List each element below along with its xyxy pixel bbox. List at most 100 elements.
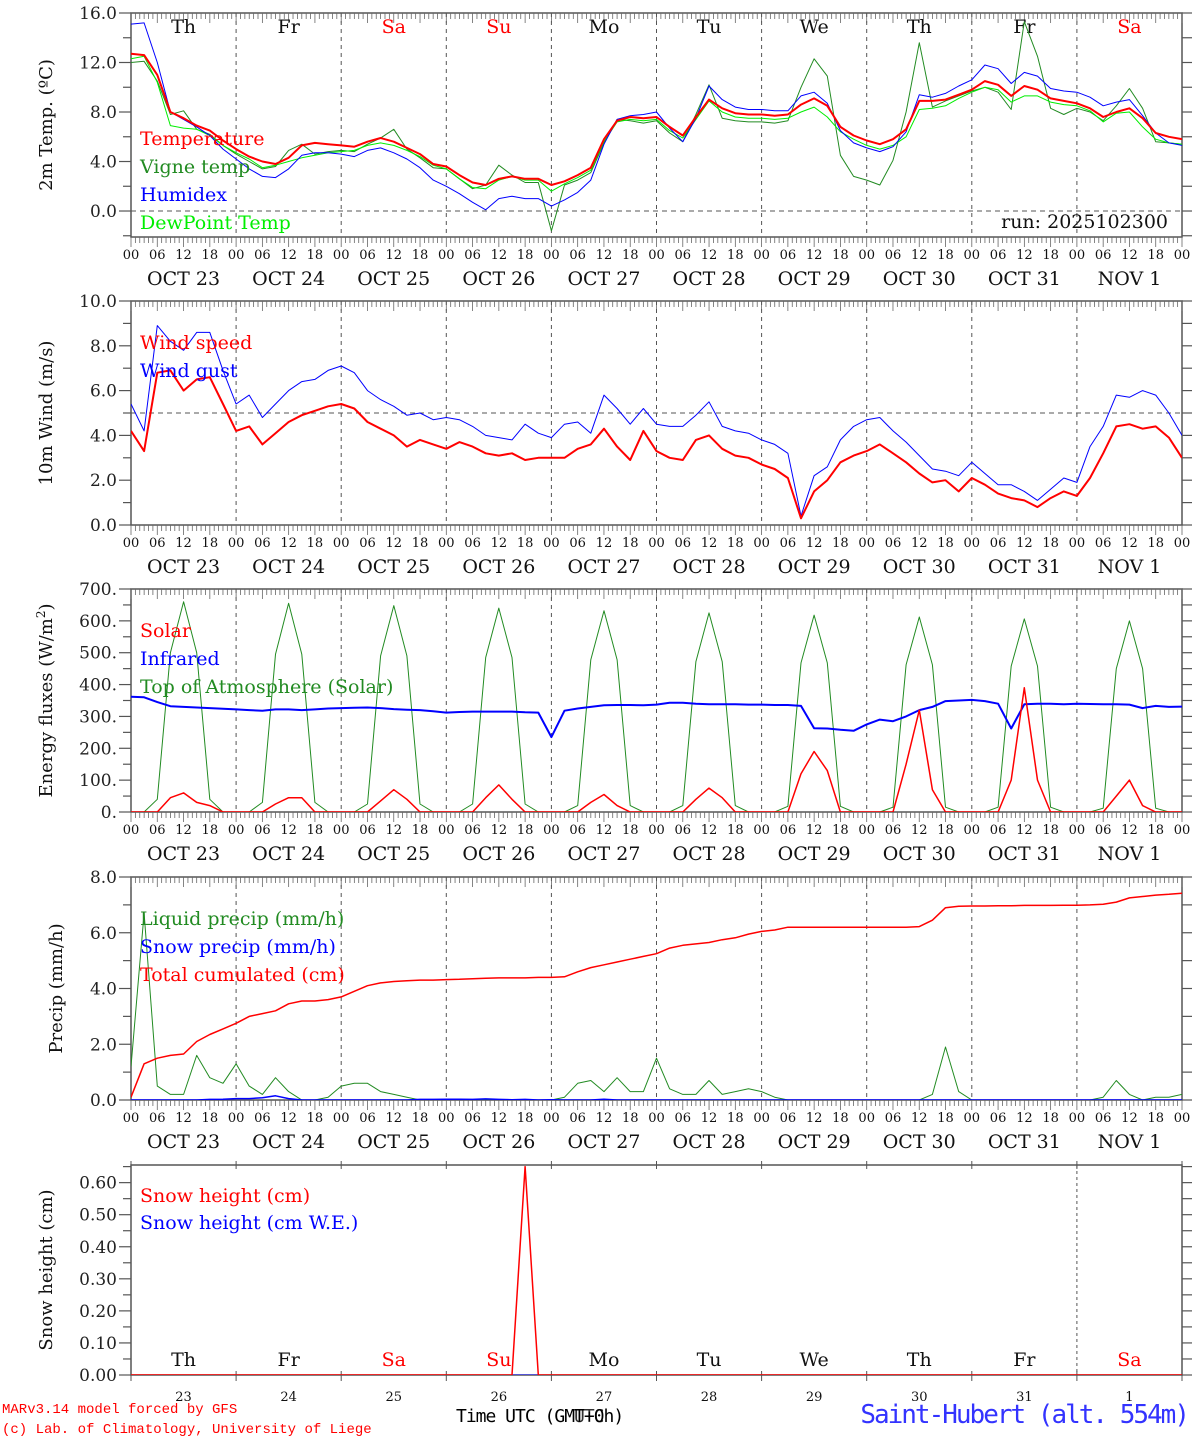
y-axis-label: 10m Wind (m/s) bbox=[36, 341, 57, 486]
y-tick-label: 4.0 bbox=[90, 980, 117, 1000]
hour-tick-label: 12 bbox=[911, 823, 928, 838]
series-line-temperature bbox=[131, 52, 1182, 186]
y-tick-label: 12.0 bbox=[79, 54, 117, 74]
hour-tick-label: 12 bbox=[280, 823, 297, 838]
hour-tick-label: 06 bbox=[359, 536, 376, 551]
hour-tick-label: 12 bbox=[1016, 1111, 1033, 1126]
hour-tick-label: 00 bbox=[1174, 248, 1191, 263]
y-tick-label: 0. bbox=[101, 803, 117, 823]
hour-tick-label: 18 bbox=[1042, 823, 1059, 838]
hour-tick-label: 12 bbox=[1121, 536, 1138, 551]
hour-tick-label: 00 bbox=[123, 248, 140, 263]
hour-tick-label: 18 bbox=[1042, 248, 1059, 263]
y-axis-label-sup: 2 bbox=[34, 610, 48, 618]
hour-tick-label: 00 bbox=[648, 823, 665, 838]
date-label: OCT 27 bbox=[567, 268, 640, 290]
time-axis-label: Time UTC (GMT+0h) UTC bbox=[456, 1406, 624, 1427]
hour-tick-label: 18 bbox=[622, 536, 639, 551]
panel-4: 0.0 2.0 4.0 6.0 8.0 Precip (mm/h) 00 06 12 18 OCT … bbox=[46, 868, 1192, 1153]
y-tick-label: 6.0 bbox=[90, 382, 117, 402]
hour-tick-label: 06 bbox=[780, 823, 797, 838]
hour-tick-label: 18 bbox=[517, 536, 534, 551]
hour-tick-label: 00 bbox=[1069, 823, 1086, 838]
hour-tick-label: 18 bbox=[202, 536, 219, 551]
hour-tick-label: 18 bbox=[412, 248, 429, 263]
hour-tick-label: 06 bbox=[569, 248, 586, 263]
y-tick-label: 0.0 bbox=[90, 516, 117, 536]
weekday-label: Su bbox=[486, 1349, 511, 1371]
weekday-label: We bbox=[800, 1349, 829, 1371]
y-axis-label: Snow height (cm) bbox=[36, 1189, 57, 1350]
hour-tick-label: 12 bbox=[911, 536, 928, 551]
hour-tick-label: 12 bbox=[596, 1111, 613, 1126]
hour-tick-label: 06 bbox=[254, 1111, 271, 1126]
hour-tick-label: 00 bbox=[333, 536, 350, 551]
hour-tick-label: 12 bbox=[911, 1111, 928, 1126]
hour-tick-label: 12 bbox=[491, 248, 508, 263]
series-line-wind-gust bbox=[131, 325, 1182, 517]
hour-tick-label: 12 bbox=[491, 536, 508, 551]
legend-entry: Snow precip (mm/h) bbox=[140, 936, 336, 958]
hour-tick-label: 06 bbox=[675, 1111, 692, 1126]
hour-tick-label: 12 bbox=[175, 248, 192, 263]
hour-tick-label: 06 bbox=[254, 248, 271, 263]
hour-tick-label: 00 bbox=[543, 536, 560, 551]
date-label: OCT 24 bbox=[252, 268, 325, 290]
y-tick-label: 2.0 bbox=[90, 1035, 117, 1055]
y-tick-label: 16.0 bbox=[79, 4, 117, 24]
date-label: OCT 23 bbox=[147, 268, 220, 290]
hour-tick-label: 00 bbox=[753, 1111, 770, 1126]
hour-tick-label: 12 bbox=[175, 823, 192, 838]
hour-tick-label: 00 bbox=[333, 1111, 350, 1126]
hour-tick-label: 18 bbox=[307, 536, 324, 551]
hour-tick-label: 18 bbox=[1147, 823, 1164, 838]
hour-tick-label: 12 bbox=[596, 536, 613, 551]
hour-tick-label: 18 bbox=[727, 823, 744, 838]
hour-tick-label: 00 bbox=[1069, 1111, 1086, 1126]
hour-tick-label: 12 bbox=[491, 1111, 508, 1126]
hour-tick-label: 18 bbox=[832, 823, 849, 838]
day-number-label: 28 bbox=[701, 1390, 718, 1405]
hour-tick-label: 00 bbox=[964, 536, 981, 551]
day-number-label: 27 bbox=[596, 1390, 613, 1405]
hour-tick-label: 06 bbox=[780, 536, 797, 551]
hour-tick-label: 06 bbox=[149, 248, 166, 263]
series-line-vigne-temp bbox=[131, 21, 1182, 232]
hour-tick-label: 12 bbox=[806, 536, 823, 551]
hour-tick-label: 18 bbox=[727, 536, 744, 551]
hour-tick-label: 06 bbox=[1095, 248, 1112, 263]
y-tick-label: 8.0 bbox=[90, 337, 117, 357]
date-label: OCT 31 bbox=[988, 556, 1061, 578]
hour-tick-label: 18 bbox=[1042, 1111, 1059, 1126]
legend-entry: DewPoint Temp bbox=[140, 212, 291, 234]
hour-tick-label: 18 bbox=[202, 1111, 219, 1126]
y-tick-label: 0.00 bbox=[79, 1366, 117, 1386]
hour-tick-label: 06 bbox=[359, 248, 376, 263]
y-tick-label: 700. bbox=[79, 580, 117, 600]
hour-tick-label: 12 bbox=[280, 536, 297, 551]
hour-tick-label: 00 bbox=[438, 823, 455, 838]
legend-entry: Vigne temp bbox=[139, 156, 250, 178]
date-label: OCT 28 bbox=[673, 556, 746, 578]
weekday-label: Mo bbox=[588, 1349, 619, 1371]
hour-tick-label: 18 bbox=[307, 248, 324, 263]
hour-tick-label: 18 bbox=[622, 248, 639, 263]
date-label: NOV 1 bbox=[1098, 843, 1162, 865]
hour-tick-label: 00 bbox=[228, 248, 245, 263]
hour-tick-label: 06 bbox=[254, 823, 271, 838]
date-label: OCT 25 bbox=[357, 268, 430, 290]
weekday-label: Su bbox=[486, 16, 511, 38]
hour-tick-label: 12 bbox=[280, 1111, 297, 1126]
hour-tick-label: 12 bbox=[175, 536, 192, 551]
lab-credit: (c) Lab. of Climatology, University of L… bbox=[2, 1422, 372, 1438]
day-number-label: 23 bbox=[175, 1390, 192, 1405]
y-axis-label-main: Energy fluxes (W/m bbox=[36, 618, 57, 797]
date-label: OCT 29 bbox=[778, 1131, 851, 1153]
hour-tick-label: 06 bbox=[885, 1111, 902, 1126]
hour-tick-label: 06 bbox=[990, 536, 1007, 551]
weekday-label: Fr bbox=[278, 1349, 301, 1371]
series-line-wind-speed bbox=[131, 369, 1182, 520]
weekday-label: Fr bbox=[278, 16, 301, 38]
hour-tick-label: 06 bbox=[780, 248, 797, 263]
legend-entry: Wind gust bbox=[140, 360, 238, 382]
